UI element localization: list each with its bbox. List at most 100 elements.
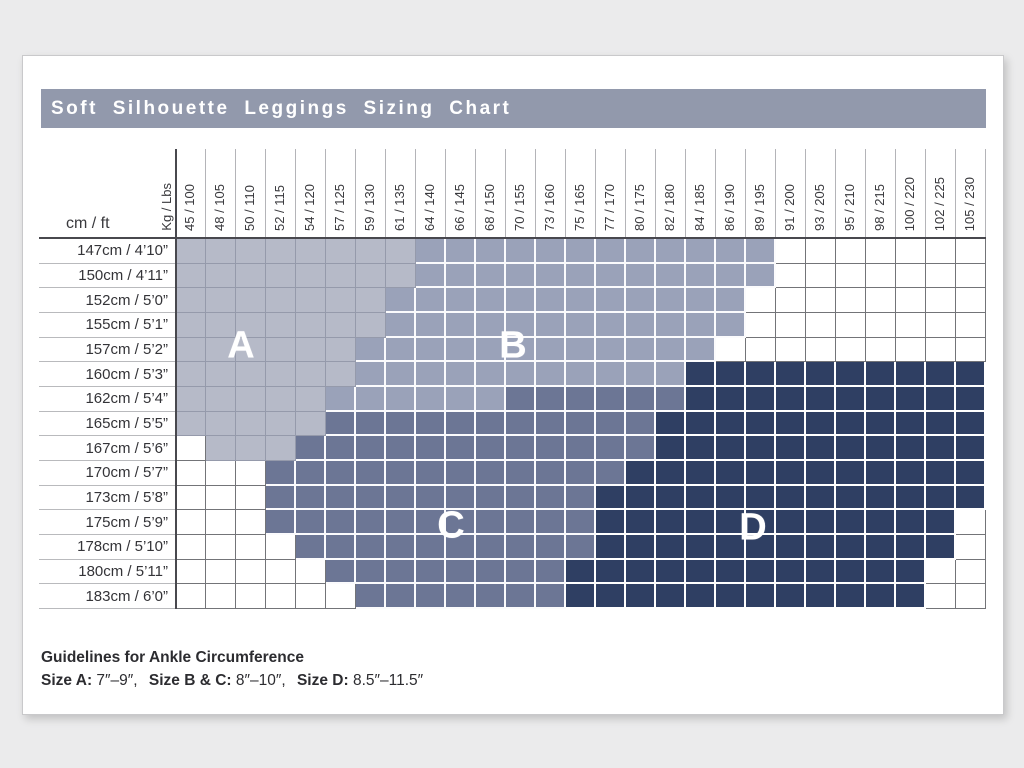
grid-cell	[776, 485, 806, 511]
grid-cell	[746, 386, 776, 412]
grid-cell	[386, 263, 416, 289]
grid-cell	[686, 460, 716, 486]
grid-cell	[776, 436, 806, 461]
grid-cell	[266, 559, 296, 585]
col-label: 70 / 155	[506, 149, 536, 239]
grid-cell	[476, 386, 506, 412]
grid-cell	[806, 312, 836, 338]
grid-cell	[926, 263, 956, 289]
grid-cell	[476, 534, 506, 560]
grid-cell	[416, 485, 446, 511]
grid-cell	[506, 386, 536, 412]
grid-cell	[926, 288, 956, 313]
row-label: 175cm / 5’9”	[39, 510, 176, 535]
grid-cell	[956, 436, 986, 461]
grid-cell	[686, 263, 716, 289]
grid-cell	[206, 460, 236, 486]
grid-cell	[176, 460, 206, 486]
grid-cell	[686, 288, 716, 313]
grid-cell	[926, 362, 956, 387]
grid-cell	[326, 362, 356, 387]
grid-cell	[206, 510, 236, 535]
grid-cell	[566, 436, 596, 461]
grid-cell	[446, 263, 476, 289]
size-b-label: B	[499, 324, 527, 367]
grid-cell	[416, 411, 446, 437]
grid-cell	[236, 362, 266, 387]
chart-card: Soft Silhouette Leggings Sizing Chart cm…	[22, 55, 1004, 715]
grid-cell	[326, 584, 356, 609]
grid-cell	[716, 436, 746, 461]
grid-cell	[866, 584, 896, 609]
grid-cell	[866, 460, 896, 486]
grid-cell	[296, 559, 326, 585]
grid-cell	[626, 288, 656, 313]
grid-cell	[836, 386, 866, 412]
grid-cell	[476, 559, 506, 585]
grid-cell	[386, 534, 416, 560]
grid-cell	[476, 312, 506, 338]
grid-cell	[536, 337, 566, 363]
grid-cell	[836, 460, 866, 486]
grid-cell	[206, 559, 236, 585]
grid-cell	[386, 239, 416, 264]
grid-cell	[596, 460, 626, 486]
col-label: 98 / 215	[866, 149, 896, 239]
axis-line-vertical	[175, 149, 177, 609]
grid-cell	[326, 239, 356, 264]
grid-cell	[956, 263, 986, 289]
grid-cell	[896, 312, 926, 338]
grid-cell	[626, 534, 656, 560]
col-label: 66 / 145	[446, 149, 476, 239]
grid-cell	[356, 510, 386, 535]
grid-cell	[206, 386, 236, 412]
grid-cell	[926, 460, 956, 486]
grid-cell	[446, 534, 476, 560]
grid-cell	[716, 584, 746, 609]
grid-cell	[176, 263, 206, 289]
grid-cell	[266, 534, 296, 560]
grid-cell	[236, 312, 266, 338]
grid-cell	[296, 362, 326, 387]
row-label: 162cm / 5’4”	[39, 387, 176, 412]
grid-cell	[536, 411, 566, 437]
guideline-size-bc: Size B & C: 8″–10″,	[148, 672, 286, 689]
grid-cell	[356, 411, 386, 437]
grid-cell	[656, 239, 686, 264]
grid-cell	[236, 239, 266, 264]
grid-cell	[566, 411, 596, 437]
grid-cell	[296, 436, 326, 461]
grid-cell	[716, 510, 746, 535]
grid-cell	[596, 411, 626, 437]
grid-cell	[566, 337, 596, 363]
grid-cell	[356, 584, 386, 609]
axis-corner: cm / ft Kg / Lbs	[39, 149, 176, 239]
grid-cell	[746, 485, 776, 511]
grid-cell	[896, 584, 926, 609]
grid-cell	[716, 239, 746, 264]
grid-cell	[446, 411, 476, 437]
grid-cell	[536, 485, 566, 511]
grid-cell	[326, 263, 356, 289]
sizing-grid: cm / ft Kg / Lbs 45 / 100 48 / 105 50 / 11…	[39, 149, 986, 609]
grid-cell	[476, 411, 506, 437]
ankle-guidelines: Guidelines for Ankle Circumference Size …	[41, 646, 430, 692]
grid-cell	[446, 510, 476, 535]
grid-cell	[776, 288, 806, 313]
grid-cell	[536, 584, 566, 609]
grid-cell	[206, 534, 236, 560]
grid-cell	[866, 239, 896, 264]
grid-cell	[536, 312, 566, 338]
grid-cell	[236, 460, 266, 486]
grid-cell	[176, 288, 206, 313]
grid-cell	[686, 337, 716, 363]
grid-cell	[176, 312, 206, 338]
grid-cell	[566, 510, 596, 535]
guidelines-heading: Guidelines for Ankle Circumference	[41, 649, 305, 666]
grid-cell	[536, 460, 566, 486]
grid-cell	[206, 263, 236, 289]
grid-cell	[716, 386, 746, 412]
row-label: 183cm / 6’0”	[39, 584, 176, 609]
grid-cell	[836, 534, 866, 560]
grid-cell	[836, 510, 866, 535]
